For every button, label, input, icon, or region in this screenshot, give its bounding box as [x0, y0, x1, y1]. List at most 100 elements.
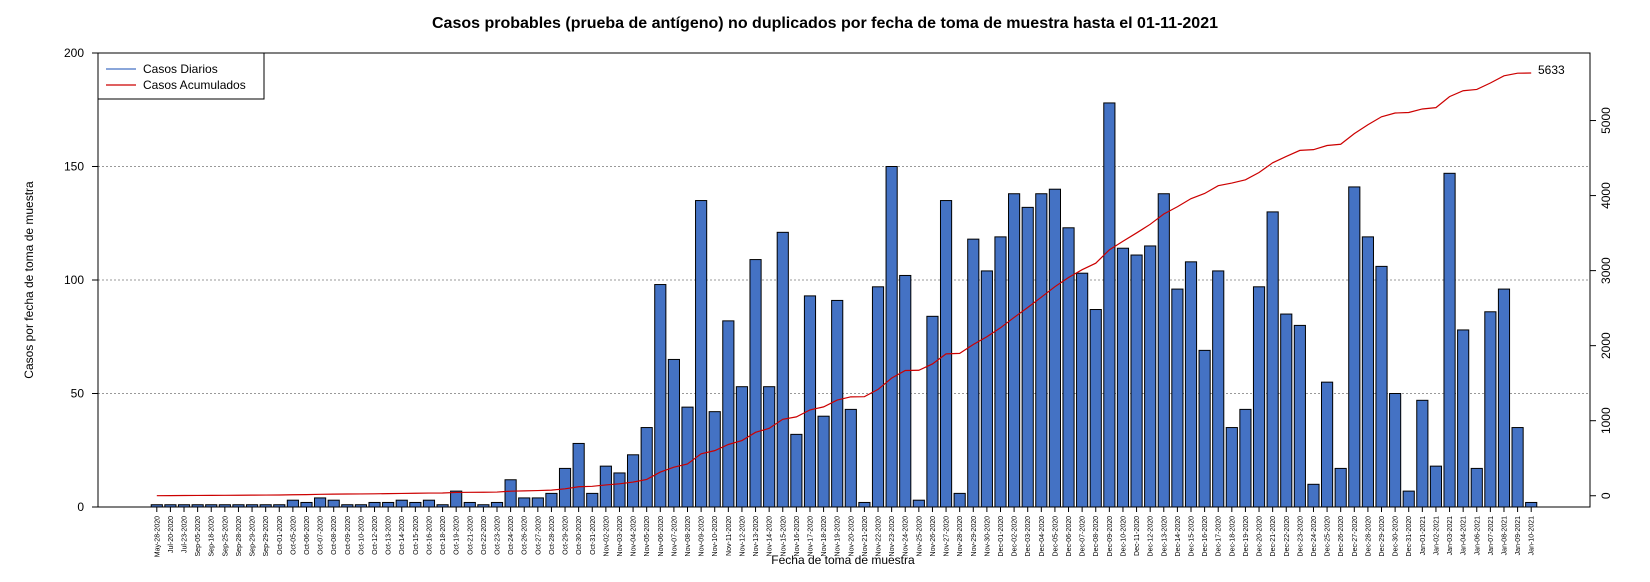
y-tick-label: 50 [71, 387, 85, 401]
x-tick-label: Dec-10-2020 [1120, 516, 1127, 557]
x-tick-label: Jul-20-2020 [168, 516, 175, 553]
x-tick-label: Sep-29-2020 [250, 516, 257, 557]
x-tick-label: Jan-06-2021 [1474, 516, 1481, 555]
x-tick-label: Sep-05-2020 [195, 516, 202, 557]
y-tick-label: 200 [64, 46, 84, 60]
bar [980, 270, 993, 508]
x-tick-label: Dec-24-2020 [1311, 516, 1318, 557]
line-series-cumulative [156, 72, 1532, 497]
bar [885, 166, 898, 508]
final-total-label: 5633 [1538, 63, 1565, 77]
x-tick-label: Nov-15-2020 [780, 516, 787, 557]
bar [1198, 349, 1211, 508]
legend: Casos Diarios Casos Acumulados [97, 52, 265, 100]
x-tick-label: Nov-25-2020 [916, 516, 923, 557]
bar [776, 231, 789, 508]
x-tick-label: Dec-23-2020 [1297, 516, 1304, 557]
x-tick-label: Dec-01-2020 [998, 516, 1005, 557]
x-tick-label: Oct-13-2020 [386, 516, 393, 555]
bar [422, 499, 436, 508]
bar [1389, 393, 1402, 508]
bar [899, 274, 912, 508]
x-tick-label: May-28-2020 [154, 516, 161, 557]
x-tick-label: Oct-26-2020 [522, 516, 529, 555]
bar [1144, 245, 1157, 508]
x-tick-label: Oct-21-2020 [467, 516, 474, 555]
x-tick-label: Oct-16-2020 [426, 516, 433, 555]
y-axis-right: 0 1000 2000 3000 4000 5000 [1590, 107, 1613, 499]
bar [599, 465, 612, 508]
x-tick-label: Nov-24-2020 [903, 516, 910, 557]
x-tick-label: Nov-20-2020 [848, 516, 855, 557]
bar [531, 497, 544, 508]
x-tick-label: Nov-03-2020 [617, 516, 624, 557]
bar [327, 499, 340, 508]
bar [545, 492, 558, 508]
bar [1402, 490, 1415, 508]
x-tick-label: Jan-01-2021 [1420, 516, 1427, 555]
x-tick-label: Jan-08-2021 [1501, 516, 1508, 555]
x-tick-label: Nov-23-2020 [889, 516, 896, 557]
x-tick-label: Nov-16-2020 [794, 516, 801, 557]
x-tick-label: Dec-18-2020 [1229, 516, 1236, 557]
y-tick-label: 100 [64, 273, 84, 287]
bar [967, 238, 980, 508]
bar [1416, 399, 1429, 508]
bar [722, 320, 735, 508]
x-tick-label: Dec-20-2020 [1257, 516, 1264, 557]
x-tick-label: Oct-15-2020 [413, 516, 420, 555]
x-tick-label: Jan-03-2021 [1447, 516, 1454, 555]
x-tick-label: Dec-11-2020 [1134, 516, 1141, 556]
x-tick-label: Oct-19-2020 [454, 516, 461, 555]
bar [1361, 236, 1374, 508]
x-tick-label: Nov-30-2020 [984, 516, 991, 557]
x-tick-label: Nov-29-2020 [971, 516, 978, 557]
bar [803, 295, 817, 508]
x-tick-label: Oct-12-2020 [372, 516, 379, 555]
bar [1184, 261, 1198, 508]
bar [314, 497, 327, 508]
bar [1171, 288, 1184, 508]
y-axis-left: 0 50 100 150 200 [64, 46, 98, 514]
x-tick-label: Dec-07-2020 [1080, 516, 1087, 557]
bar [1089, 309, 1102, 508]
bar [1103, 102, 1116, 508]
x-tick-label: Sep-29-2020 [263, 516, 270, 557]
x-tick-label: Nov-08-2020 [685, 516, 692, 557]
bar [1334, 467, 1347, 508]
bar [1212, 270, 1225, 508]
x-tick-label: Dec-04-2020 [1039, 516, 1046, 557]
y2-tick-label: 3000 [1599, 257, 1613, 284]
bar [817, 415, 830, 508]
x-tick-label: Dec-03-2020 [1025, 516, 1032, 557]
x-tick-label: Nov-02-2020 [603, 516, 610, 557]
x-tick-label: Sep-28-2020 [236, 516, 243, 557]
legend-label-daily: Casos Diarios [143, 62, 218, 76]
y-tick-label: 0 [77, 500, 84, 514]
x-tick-label: Jan-02-2021 [1433, 516, 1440, 555]
x-tick-label: Oct-01-2020 [277, 516, 284, 555]
x-tick-label: Dec-12-2020 [1148, 516, 1155, 557]
x-axis: May-28-2020 Jul-20-2020 Jul-23-2020 Sep-05-… [154, 506, 1536, 557]
bar [1225, 427, 1238, 508]
x-tick-label: Oct-10-2020 [358, 516, 365, 555]
legend-label-cumulative: Casos Acumulados [143, 78, 246, 92]
bar [926, 315, 939, 508]
bar [1511, 427, 1524, 508]
x-tick-label: Dec-22-2020 [1284, 516, 1291, 557]
bar [395, 499, 408, 508]
x-tick-label: Nov-05-2020 [644, 516, 651, 557]
y2-tick-label: 2000 [1599, 332, 1613, 359]
x-tick-label: Dec-14-2020 [1175, 516, 1182, 557]
bar [368, 501, 381, 508]
bar [1457, 329, 1470, 508]
x-tick-label: Dec-21-2020 [1270, 516, 1277, 557]
x-tick-label: Nov-22-2020 [876, 516, 883, 557]
bar [681, 406, 694, 508]
bar [504, 479, 517, 508]
bar [1035, 193, 1048, 508]
x-tick-label: Nov-17-2020 [807, 516, 814, 557]
x-tick-label: Dec-17-2020 [1216, 516, 1223, 557]
bar [735, 386, 749, 508]
bar [1048, 188, 1062, 508]
